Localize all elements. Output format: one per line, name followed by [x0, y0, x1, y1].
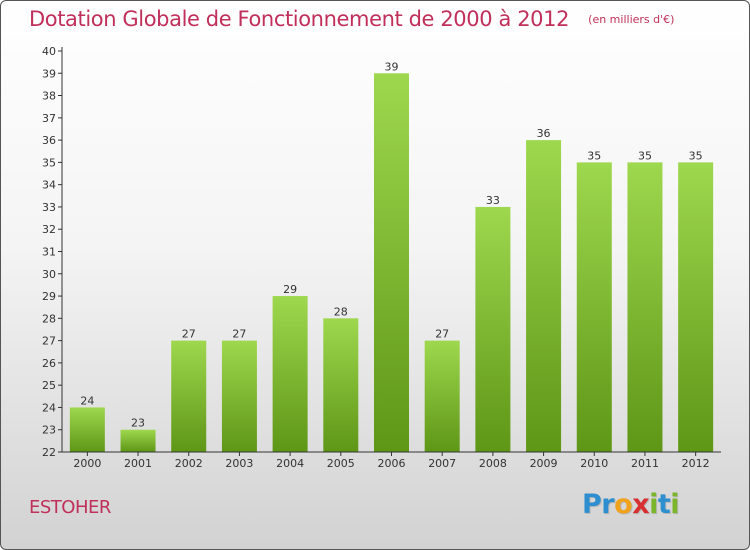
- bar-value-label: 39: [385, 60, 399, 73]
- bar-value-label: 35: [638, 149, 652, 162]
- x-tick-label: 2007: [428, 457, 456, 470]
- y-tick-label: 29: [42, 290, 56, 303]
- bar-value-label: 29: [283, 283, 297, 296]
- bar: [221, 340, 257, 452]
- bar: [374, 73, 409, 453]
- x-tick-label: 2011: [631, 457, 659, 470]
- logo-letter: r: [601, 489, 615, 520]
- bar: [171, 340, 207, 452]
- chart-unit: (en milliers d'€): [588, 13, 675, 26]
- bar-value-label: 23: [131, 417, 145, 430]
- bar: [272, 296, 308, 452]
- y-tick-label: 38: [42, 90, 56, 103]
- bar: [323, 318, 359, 452]
- commune-name: ESTOHER: [29, 497, 111, 518]
- bar-value-label: 27: [435, 328, 449, 341]
- logo-letter: i: [670, 489, 680, 520]
- logo-letter: i: [649, 489, 658, 520]
- bar: [120, 429, 156, 452]
- y-tick-label: 23: [42, 424, 56, 437]
- x-tick-label: 2008: [479, 457, 507, 470]
- x-tick-label: 2002: [175, 457, 203, 470]
- bar-value-label: 35: [587, 149, 601, 162]
- x-tick-label: 2004: [276, 457, 304, 470]
- y-tick-label: 35: [42, 156, 56, 169]
- y-tick-label: 32: [42, 223, 56, 236]
- bar: [576, 162, 612, 452]
- y-tick-label: 36: [42, 134, 56, 147]
- bar: [424, 340, 460, 452]
- bar: [627, 162, 663, 452]
- x-tick-label: 2005: [327, 457, 355, 470]
- bar-value-label: 28: [334, 305, 348, 318]
- y-tick-label: 34: [42, 179, 56, 192]
- x-tick-label: 2000: [73, 457, 101, 470]
- logo-letter: o: [614, 489, 633, 520]
- bar-value-label: 35: [689, 149, 703, 162]
- bar-value-label: 27: [232, 328, 246, 341]
- y-tick-label: 22: [42, 446, 56, 459]
- y-tick-label: 40: [42, 45, 56, 58]
- bar: [69, 407, 105, 452]
- y-tick-label: 31: [42, 246, 56, 259]
- y-tick-label: 27: [42, 335, 56, 348]
- x-tick-label: 2010: [580, 457, 608, 470]
- proxiti-logo: Proxiti: [582, 489, 680, 520]
- chart-title: Dotation Globale de Fonctionnement de 20…: [29, 7, 674, 31]
- y-tick-label: 28: [42, 312, 56, 325]
- logo-letter: P: [582, 489, 602, 520]
- y-tick-label: 24: [42, 401, 56, 414]
- y-tick-label: 37: [42, 112, 56, 125]
- x-tick-label: 2003: [225, 457, 253, 470]
- bar: [526, 140, 562, 452]
- y-tick-label: 30: [42, 268, 56, 281]
- y-tick-label: 39: [42, 67, 56, 80]
- logo-letter: t: [657, 489, 671, 520]
- y-tick-label: 33: [42, 201, 56, 214]
- bar-value-label: 36: [537, 127, 551, 140]
- bar-value-label: 27: [182, 328, 196, 341]
- bar: [475, 206, 511, 452]
- x-tick-label: 2001: [124, 457, 152, 470]
- x-tick-label: 2009: [530, 457, 558, 470]
- chart-title-text: Dotation Globale de Fonctionnement de 20…: [29, 7, 570, 31]
- x-tick-label: 2006: [378, 457, 406, 470]
- bar-value-label: 24: [80, 394, 94, 407]
- bar-value-label: 33: [486, 194, 500, 207]
- x-tick-label: 2012: [682, 457, 710, 470]
- y-tick-label: 26: [42, 357, 56, 370]
- y-tick-label: 25: [42, 379, 56, 392]
- bar: [678, 162, 714, 452]
- logo-letter: x: [632, 489, 650, 520]
